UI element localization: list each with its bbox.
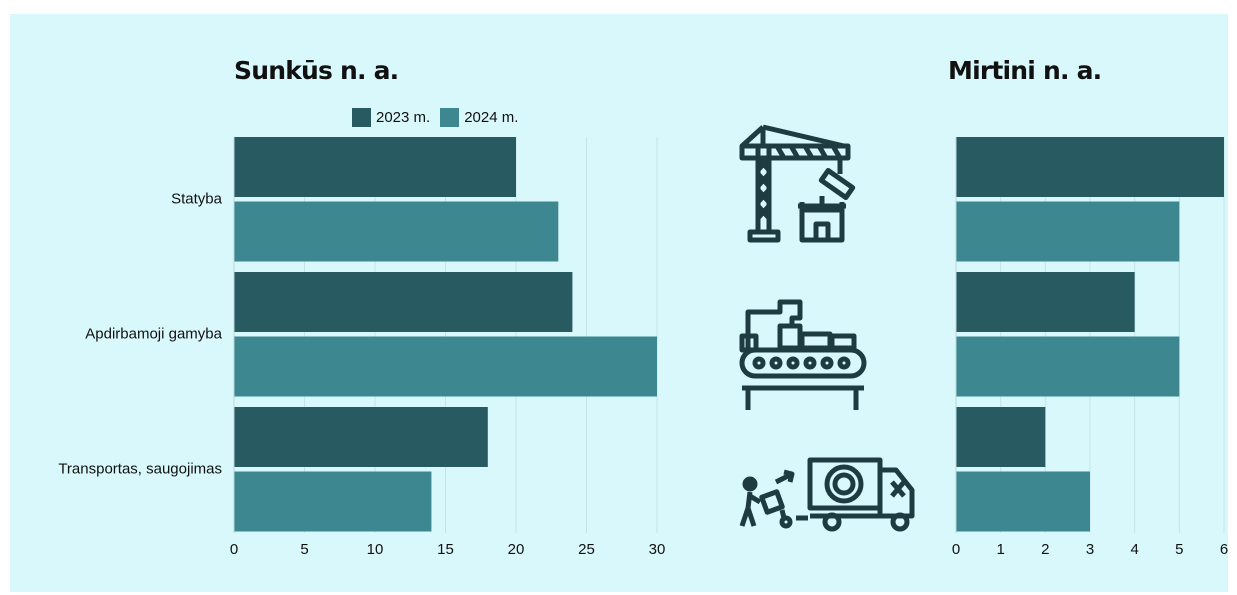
- delivery-truck-icon: [739, 457, 915, 532]
- serious-bar-statyba-2024-m: [234, 201, 559, 262]
- serious-tick-label-25: 25: [578, 541, 595, 558]
- chart-title-serious: Sunkūs n. a.: [234, 56, 399, 85]
- serious-category-label-transportas-saugojimas: Transportas, saugojimas: [58, 461, 222, 478]
- legend-label-2023: 2023 m.: [376, 109, 431, 126]
- serious-bar-apdirbamoji-gamyba-2024-m: [234, 336, 657, 397]
- serious-bar-transportas-saugojimas-2023-m: [234, 407, 488, 467]
- legend-label-2024: 2024 m.: [464, 109, 519, 126]
- serious-tick-label-30: 30: [649, 541, 666, 558]
- legend-item-2023: 2023 m.: [352, 108, 430, 127]
- serious-category-label-apdirbamoji-gamyba: Apdirbamoji gamyba: [85, 326, 222, 343]
- conveyor-belt-factory-icon: [739, 299, 867, 410]
- chart-title-fatal: Mirtini n. a.: [948, 56, 1102, 85]
- legend: 2023 m. 2024 m.: [352, 108, 528, 127]
- serious-bar-transportas-saugojimas-2024-m: [234, 471, 432, 532]
- legend-swatch-2023: [352, 108, 371, 127]
- serious-tick-label-10: 10: [367, 541, 384, 558]
- legend-swatch-2024: [440, 108, 460, 127]
- serious-tick-label-20: 20: [508, 541, 525, 558]
- serious-tick-label-0: 0: [230, 541, 238, 558]
- serious-bar-statyba-2023-m: [234, 137, 516, 197]
- serious-tick-label-5: 5: [300, 541, 308, 558]
- serious-bar-apdirbamoji-gamyba-2023-m: [234, 272, 573, 332]
- serious-category-label-statyba: Statyba: [171, 191, 223, 208]
- tower-crane-icon: [739, 124, 856, 243]
- legend-item-2024: 2024 m.: [440, 108, 518, 127]
- serious-tick-label-15: 15: [437, 541, 454, 558]
